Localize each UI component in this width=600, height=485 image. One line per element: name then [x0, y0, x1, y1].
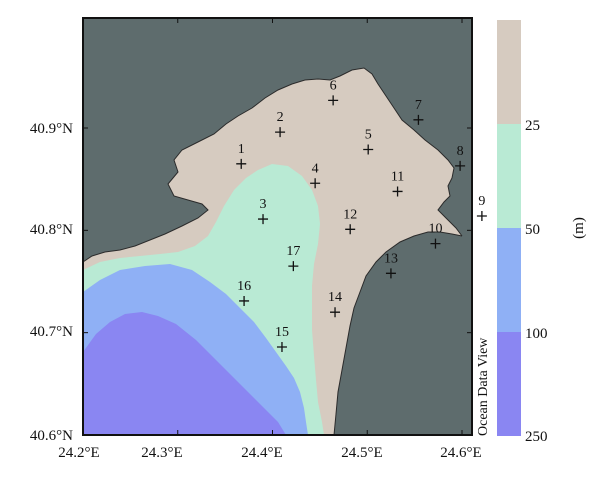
station-marker	[392, 186, 403, 197]
station-label: 10	[428, 222, 442, 237]
station-2: 2	[275, 110, 286, 138]
station-marker	[288, 261, 299, 272]
station-marker	[363, 144, 374, 155]
station-marker	[275, 127, 286, 138]
station-17: 17	[286, 244, 300, 272]
colorbar-segment-100-250m	[497, 332, 521, 436]
station-marker	[276, 341, 287, 352]
station-marker	[330, 307, 341, 318]
lat-label: 40.7°N	[30, 324, 73, 340]
station-11: 11	[391, 169, 404, 197]
coastline-east	[333, 231, 463, 436]
station-label: 16	[237, 279, 251, 294]
station-label: 2	[277, 110, 284, 125]
station-marker	[236, 158, 247, 169]
station-label: 6	[330, 78, 337, 93]
station-label: 3	[260, 197, 267, 212]
station-marker	[430, 238, 441, 249]
colorbar-level-label: 25	[525, 118, 540, 134]
ocean-data-view-watermark: Ocean Data View	[476, 337, 491, 436]
station-label: 7	[415, 98, 422, 113]
station-label: 17	[286, 244, 300, 259]
station-8: 8	[455, 144, 466, 171]
station-label: 4	[312, 161, 319, 176]
map-frame	[82, 17, 473, 436]
station-label: 1	[238, 142, 245, 157]
lon-label: 24.2°E	[58, 445, 99, 461]
station-label: 12	[343, 207, 357, 222]
station-5: 5	[363, 127, 374, 155]
station-3: 3	[258, 197, 269, 225]
depth-zone-100-250m	[83, 312, 286, 435]
colorbar-segment-25-50m	[497, 124, 521, 228]
lat-label: 40.6°N	[30, 428, 73, 444]
station-7: 7	[413, 98, 424, 125]
longitude-labels: 24.2°E 24.3°E 24.4°E 24.5°E 24.6°E	[58, 445, 481, 461]
station-10: 10	[428, 222, 442, 249]
colorbar-level-label: 100	[525, 326, 548, 342]
station-label: 9	[478, 194, 485, 209]
lon-label: 24.3°E	[141, 445, 182, 461]
station-label: 8	[457, 144, 464, 159]
station-marker	[239, 295, 250, 306]
station-marker	[328, 95, 339, 106]
station-marker	[385, 268, 396, 279]
latitude-labels: 40.9°N 40.8°N 40.7°N 40.6°N	[30, 121, 73, 444]
station-marker	[345, 224, 356, 235]
station-label: 14	[328, 290, 342, 305]
lon-label: 24.6°E	[440, 445, 481, 461]
station-16: 16	[237, 279, 251, 306]
station-14: 14	[328, 290, 342, 318]
station-label: 5	[365, 127, 372, 142]
depth-colorbar: 25 50 100 250 (m) Ocean Data View	[476, 20, 587, 445]
station-1: 1	[236, 142, 247, 169]
lon-label: 24.4°E	[241, 445, 282, 461]
station-15: 15	[275, 325, 289, 352]
station-label: 15	[275, 325, 289, 340]
station-marker	[310, 178, 321, 189]
station-12: 12	[343, 207, 357, 235]
colorbar-level-label: 50	[525, 222, 540, 238]
station-9: 9	[476, 194, 487, 222]
coastline-north	[82, 67, 463, 263]
station-marker	[476, 211, 487, 222]
colorbar-segment-0-25m	[497, 20, 521, 124]
station-4: 4	[310, 161, 321, 189]
lat-label: 40.8°N	[30, 222, 73, 238]
station-label: 13	[384, 251, 398, 266]
station-6: 6	[328, 78, 339, 106]
lon-label: 24.5°E	[341, 445, 382, 461]
colorbar-unit-label: (m)	[571, 217, 587, 239]
station-marker	[455, 160, 466, 171]
station-13: 13	[384, 251, 398, 279]
colorbar-level-label: 250	[525, 429, 548, 445]
station-marker	[258, 214, 269, 225]
map-ticks	[82, 18, 472, 436]
station-marker	[413, 114, 424, 125]
colorbar-segment-50-100m	[497, 228, 521, 332]
station-label: 11	[391, 169, 404, 184]
lat-label: 40.9°N	[30, 121, 73, 137]
